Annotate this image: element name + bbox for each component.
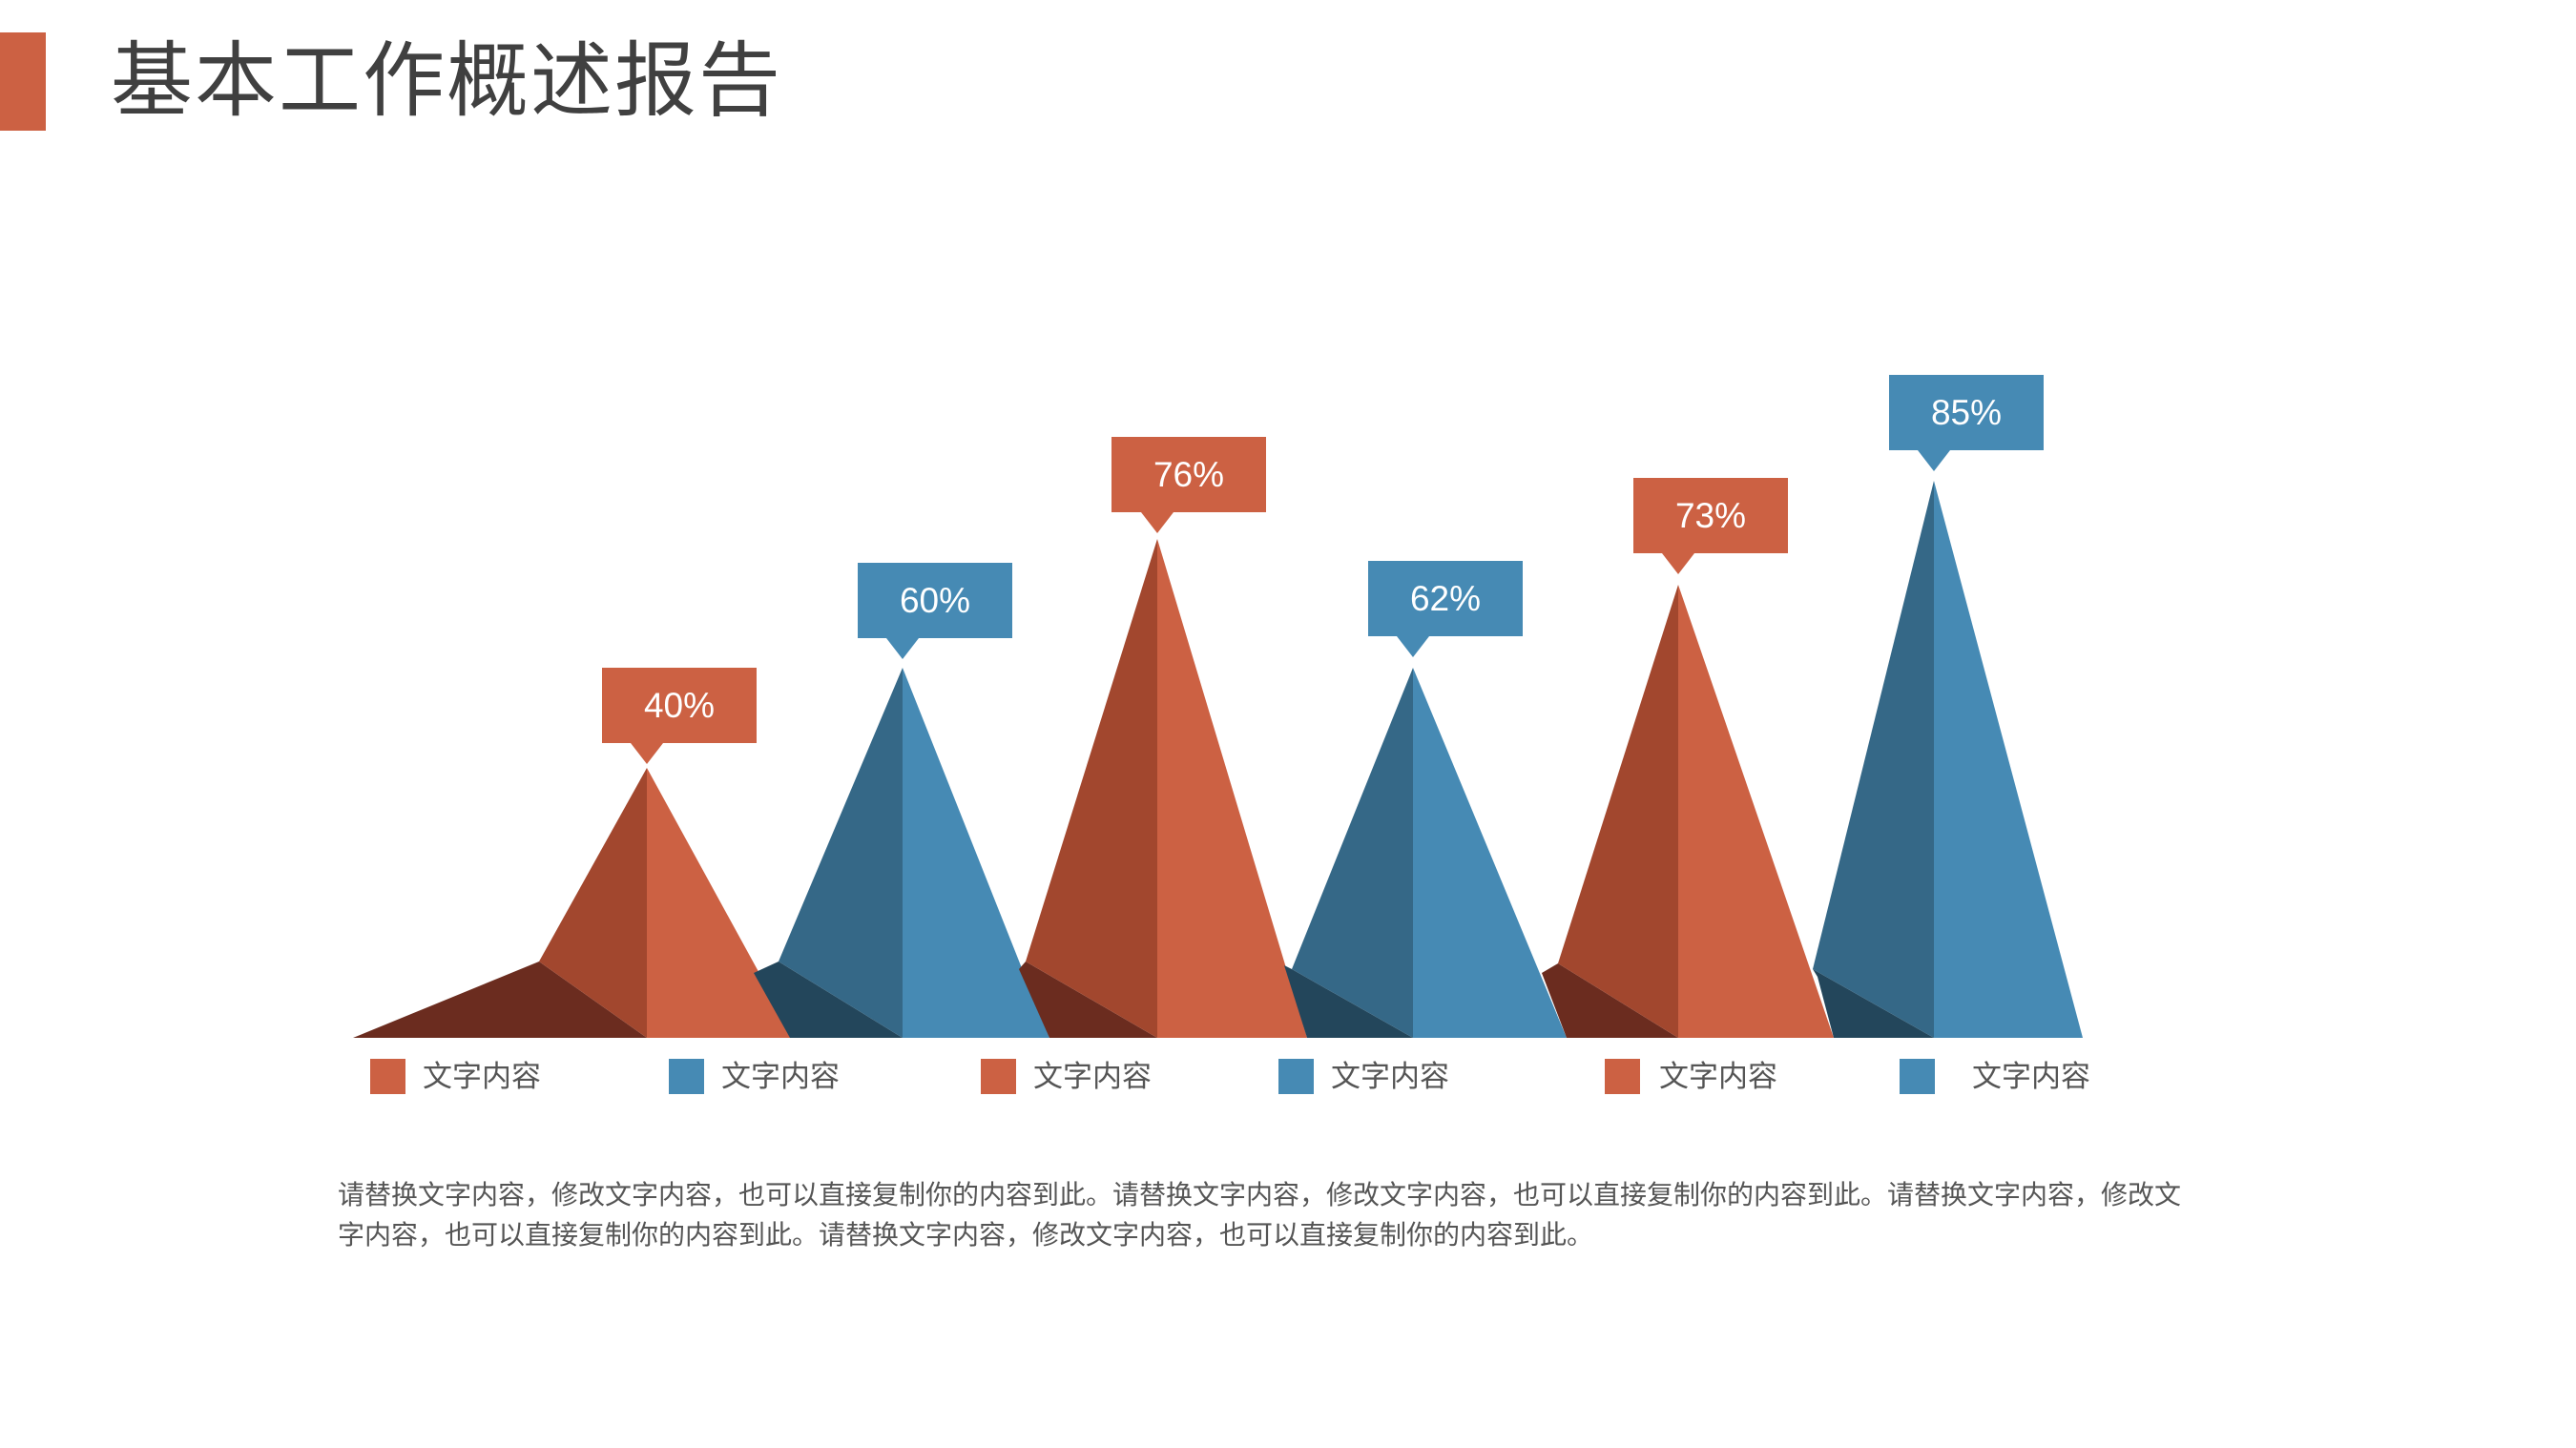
callout-value: 73% <box>1674 496 1747 535</box>
callout-pointer-icon <box>886 638 919 659</box>
legend-swatch-orange <box>370 1059 405 1094</box>
value-callout-6: 85% <box>1889 375 2044 471</box>
legend-swatch-orange <box>1605 1059 1640 1094</box>
value-callout-5: 73% <box>1633 478 1788 574</box>
legend-label: 文字内容 <box>1659 1060 1777 1094</box>
description-paragraph: 请替换文字内容，修改文字内容，也可以直接复制你的内容到此。请替换文字内容，修改文… <box>338 1179 2182 1251</box>
callout-value: 76% <box>1153 455 1225 494</box>
callout-pointer-icon <box>1141 512 1174 533</box>
callout-value: 40% <box>643 686 716 725</box>
callout-pointer-icon <box>1662 553 1694 574</box>
title-accent-bar <box>0 32 46 131</box>
callout-pointer-icon <box>631 743 663 764</box>
value-callout-4: 62% <box>1368 561 1523 657</box>
chart-peak-4 <box>1284 668 1567 1038</box>
callout-value: 60% <box>899 581 971 620</box>
callout-pointer-icon <box>1918 450 1950 471</box>
legend-label: 文字内容 <box>423 1060 541 1094</box>
legend-swatch-orange <box>981 1059 1016 1094</box>
callout-value: 85% <box>1930 393 2003 432</box>
chart-peak-2 <box>754 668 1049 1038</box>
chart-peak-1 <box>353 768 795 1038</box>
value-callout-1: 40% <box>602 668 757 764</box>
legend-label: 文字内容 <box>1033 1060 1152 1094</box>
value-callout-3: 76% <box>1111 437 1266 533</box>
legend-label: 文字内容 <box>1972 1060 2090 1094</box>
callout-value: 62% <box>1409 579 1482 618</box>
legend-swatch-blue <box>1900 1059 1935 1094</box>
legend-swatch-blue <box>669 1059 704 1094</box>
value-callout-2: 60% <box>858 563 1012 659</box>
legend-label: 文字内容 <box>721 1060 840 1094</box>
legend-swatch-blue <box>1278 1059 1314 1094</box>
chart-peak-3 <box>1019 539 1307 1038</box>
page-title: 基本工作概述报告 <box>111 33 782 129</box>
legend-label: 文字内容 <box>1331 1060 1449 1094</box>
chart-peak-5 <box>1542 585 1834 1038</box>
chart-peak-6 <box>1813 481 2083 1038</box>
callout-pointer-icon <box>1397 636 1429 657</box>
